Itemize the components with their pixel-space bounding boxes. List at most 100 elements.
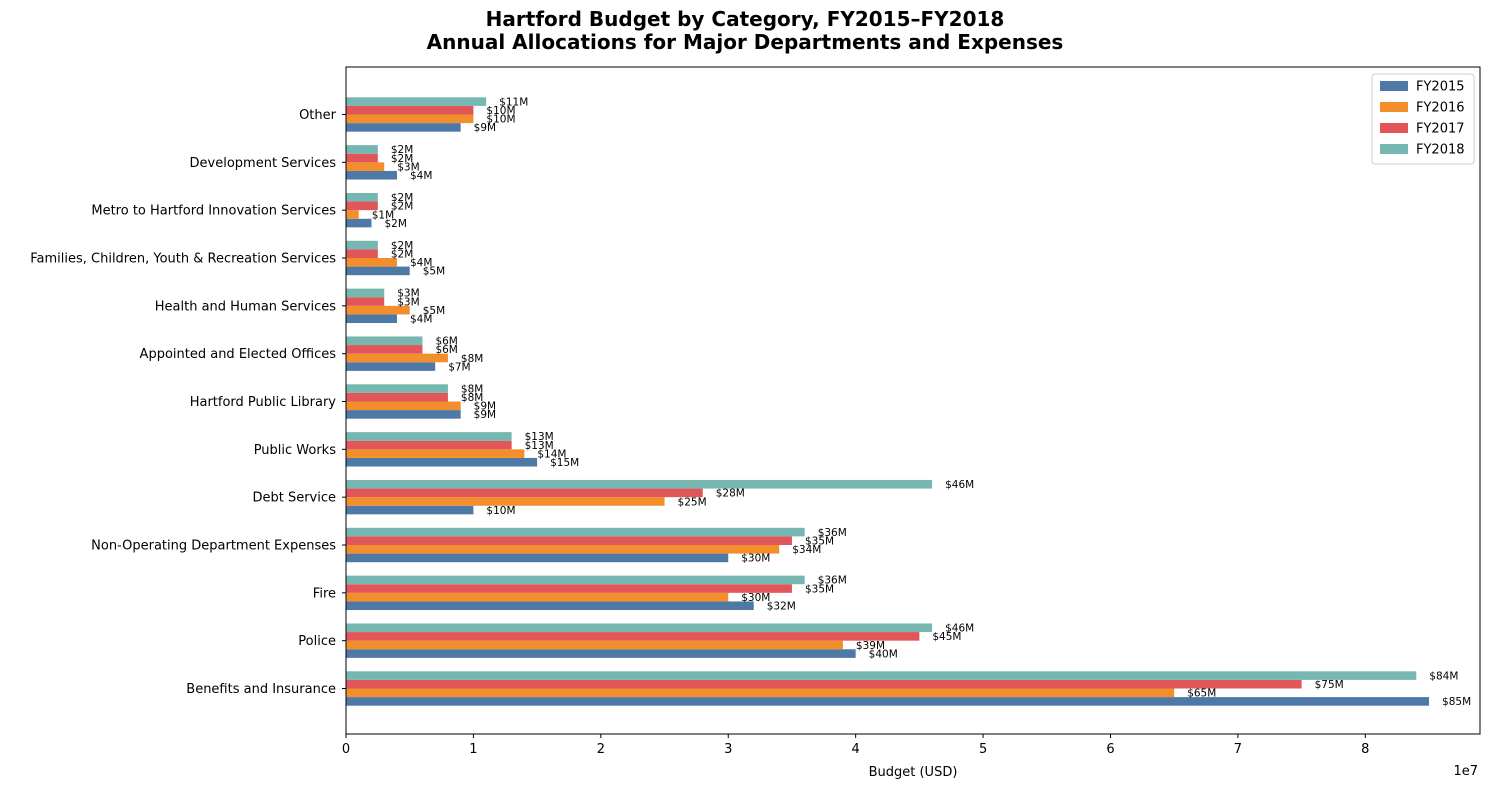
bar-fy2015-2 (346, 601, 754, 611)
data-label-fy2015-8: $4M (410, 314, 432, 326)
category-label-6: Hartford Public Library (190, 395, 337, 410)
data-label-fy2016-1: $39M (856, 640, 885, 652)
data-label-fy2015-9: $5M (423, 266, 445, 278)
data-label-fy2015-6: $9M (474, 409, 496, 421)
category-label-8: Health and Human Services (155, 299, 336, 314)
bar-fy2016-9 (346, 258, 397, 267)
data-label-fy2018-4: $46M (945, 479, 974, 491)
bar-fy2017-7 (346, 345, 423, 354)
data-label-fy2015-11: $4M (410, 170, 432, 182)
x-tick-label-3: 3 (724, 742, 732, 757)
bar-fy2016-4 (346, 497, 665, 506)
category-label-1: Police (298, 634, 336, 649)
data-label-fy2015-3: $30M (741, 553, 770, 565)
data-label-fy2015-5: $15M (550, 457, 579, 469)
category-label-11: Development Services (190, 156, 337, 171)
data-label-fy2016-4: $25M (678, 496, 707, 508)
data-label-fy2018-12: $11M (499, 96, 528, 108)
x-tick-label-4: 4 (852, 742, 860, 757)
bar-fy2018-4 (346, 479, 933, 489)
bar-fy2017-2 (346, 584, 792, 593)
x-axis: 0 1 2 3 4 5 6 7 8 (342, 734, 1369, 757)
bar-fy2018-6 (346, 384, 448, 393)
data-label-fy2018-0: $84M (1429, 670, 1458, 682)
data-label-fy2016-3: $34M (792, 544, 821, 556)
legend-label-fy2018: FY2018 (1416, 143, 1465, 158)
legend-box (1371, 73, 1475, 165)
bar-fy2018-8 (346, 288, 385, 298)
bar-fy2015-11 (346, 170, 397, 180)
bar-fy2017-10 (346, 201, 378, 211)
bar-fy2015-8 (346, 314, 397, 324)
bar-fy2015-1 (346, 649, 856, 658)
bar-fy2016-7 (346, 353, 448, 363)
data-label-fy2016-8: $5M (423, 305, 445, 317)
data-label-fy2017-10: $2M (391, 201, 413, 213)
x-axis-label: Budget (USD) (869, 765, 958, 780)
bar-fy2017-3 (346, 536, 792, 545)
data-label-fy2017-0: $75M (1315, 679, 1344, 691)
legend-label-fy2017: FY2017 (1416, 122, 1465, 137)
bar-fy2018-0 (346, 671, 1417, 680)
chart-subtitle: Annual Allocations for Major Departments… (427, 30, 1064, 54)
category-label-2: Fire (313, 586, 336, 601)
x-axis-scale-note: 1e7 (1453, 764, 1478, 779)
legend-swatch-fy2017 (1380, 123, 1408, 133)
category-label-3: Non-Operating Department Expenses (91, 539, 336, 554)
data-label-fy2017-9: $2M (391, 249, 413, 261)
data-label-fy2017-8: $3M (397, 296, 419, 308)
bar-fy2015-10 (346, 218, 372, 228)
bar-fy2017-4 (346, 488, 703, 498)
data-label-fy2018-2: $36M (818, 575, 847, 587)
bar-fy2018-9 (346, 240, 378, 250)
bar-fy2018-12 (346, 97, 487, 106)
data-label-fy2015-2: $32M (767, 601, 796, 613)
chart-title: Hartford Budget by Category, FY2015–FY20… (486, 7, 1005, 31)
legend: FY2015 FY2016 FY2017 FY2018 (1371, 73, 1475, 165)
bar-fy2015-9 (346, 266, 410, 276)
x-tick-label-2: 2 (597, 742, 605, 757)
plot-frame (345, 66, 1481, 735)
bar-fy2017-1 (346, 632, 920, 641)
bar-fy2016-5 (346, 449, 525, 458)
data-label-fy2018-7: $6M (435, 336, 457, 348)
data-label-fy2016-2: $30M (741, 592, 770, 604)
data-label-fy2017-4: $28M (716, 488, 745, 500)
bar-fy2018-2 (346, 575, 805, 585)
bar-fy2015-6 (346, 410, 461, 419)
data-label-fy2016-11: $3M (397, 161, 419, 173)
x-tick-label-7: 7 (1234, 742, 1242, 757)
category-label-5: Public Works (254, 443, 337, 458)
legend-swatch-fy2016 (1380, 102, 1408, 112)
data-label-fy2017-11: $2M (391, 153, 413, 165)
data-label-fy2018-5: $13M (525, 431, 554, 443)
data-label-fy2016-10: $1M (372, 209, 394, 221)
bar-fy2017-8 (346, 297, 385, 306)
bar-fy2016-8 (346, 305, 410, 315)
data-label-fy2016-12: $10M (486, 114, 515, 126)
bar-fy2015-5 (346, 457, 538, 467)
bar-fy2016-0 (346, 688, 1175, 698)
category-label-10: Metro to Hartford Innovation Services (91, 204, 336, 219)
legend-label-fy2015: FY2015 (1416, 80, 1465, 95)
data-label-fy2017-2: $35M (805, 583, 834, 595)
bar-fy2018-7 (346, 336, 423, 346)
bar-fy2017-9 (346, 249, 378, 258)
bar-fy2016-12 (346, 114, 474, 124)
data-label-fy2017-12: $10M (486, 105, 515, 117)
bar-fy2016-3 (346, 545, 780, 554)
bar-fy2017-12 (346, 105, 474, 115)
category-label-12: Other (299, 108, 337, 123)
category-label-0: Benefits and Insurance (186, 682, 336, 697)
data-label-fy2016-5: $14M (537, 448, 566, 460)
data-label-fy2018-11: $2M (391, 144, 413, 156)
bar-fy2015-3 (346, 553, 729, 563)
bar-fy2016-1 (346, 640, 843, 650)
x-tick-label-0: 0 (342, 742, 350, 757)
data-label-fy2018-10: $2M (391, 192, 413, 204)
x-tick-label-6: 6 (1106, 742, 1114, 757)
data-label-fy2018-3: $36M (818, 527, 847, 539)
bar-fy2015-7 (346, 362, 436, 371)
category-label-9: Families, Children, Youth & Recreation S… (30, 252, 336, 267)
